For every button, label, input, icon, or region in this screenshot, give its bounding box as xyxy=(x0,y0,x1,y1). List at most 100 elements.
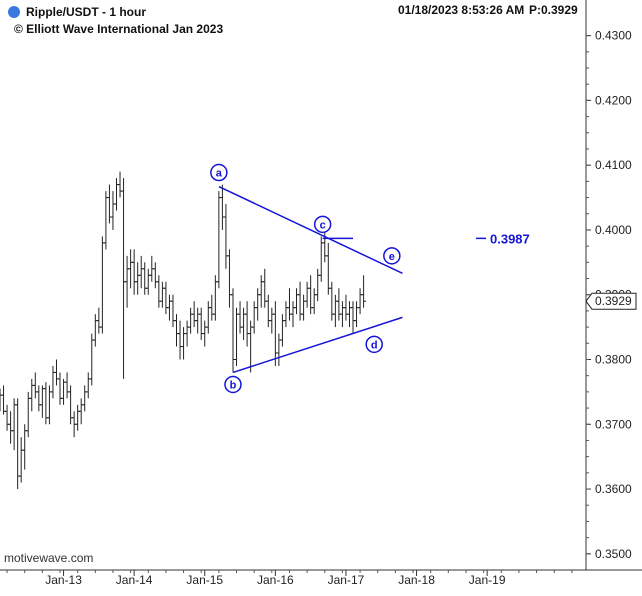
ohlc-bar xyxy=(4,404,10,431)
ohlc-bar xyxy=(339,301,345,328)
ohlc-bar xyxy=(177,320,183,360)
ohlc-bar xyxy=(315,268,321,302)
ohlc-bar xyxy=(145,268,151,295)
y-tick-label: 0.3700 xyxy=(595,417,632,431)
chart-title[interactable]: Ripple/USDT - 1 hour xyxy=(26,5,146,19)
ohlc-bar xyxy=(57,372,63,405)
price-bars xyxy=(0,171,367,490)
ohlc-bar xyxy=(138,255,144,289)
trendline-upper xyxy=(218,185,403,275)
ohlc-bar xyxy=(128,249,134,289)
chart-frame xyxy=(0,0,642,571)
ohlc-bar xyxy=(166,294,172,321)
wave-label-text: e xyxy=(389,251,395,263)
wave-label-circle xyxy=(383,247,401,265)
ohlc-bar xyxy=(241,307,247,341)
ohlc-bar xyxy=(361,275,367,308)
ohlc-bar xyxy=(248,320,254,373)
ohlc-bar xyxy=(181,327,187,360)
ohlc-bar xyxy=(258,275,264,308)
ohlc-bar xyxy=(234,307,240,366)
ohlc-bar xyxy=(350,301,356,334)
ohlc-bar xyxy=(0,388,3,412)
ohlc-bar xyxy=(64,372,70,399)
ohlc-bar xyxy=(135,262,141,295)
wave-label-text: b xyxy=(230,379,237,391)
ohlc-bar xyxy=(106,184,112,224)
ohlc-bar xyxy=(336,288,342,321)
ohlc-bar xyxy=(170,294,176,328)
ohlc-bar xyxy=(255,288,261,321)
ohlc-bar xyxy=(92,314,98,347)
wave-annotations: a b c d e 0.3987 xyxy=(210,163,530,394)
symbol-indicator-dot[interactable] xyxy=(8,6,20,18)
ohlc-bar xyxy=(332,294,338,328)
x-tick-label: Jan-17 xyxy=(328,573,365,587)
ohlc-bar xyxy=(15,398,21,490)
y-tick-label: 0.3800 xyxy=(595,352,632,366)
y-tick-label: 0.4000 xyxy=(595,223,632,237)
wave-label-b: b xyxy=(224,375,242,394)
price-readout: P:0.3929 xyxy=(529,3,578,17)
y-tick-label: 0.4100 xyxy=(595,158,632,172)
ohlc-bar xyxy=(103,191,109,250)
wave-label-text: a xyxy=(216,168,223,180)
ohlc-bar xyxy=(262,268,268,308)
ohlc-bar xyxy=(36,385,42,412)
ohlc-bar xyxy=(61,378,67,405)
wave-label-d: d xyxy=(365,335,383,354)
price-axis[interactable]: 0.35000.36000.37000.38000.39000.40000.41… xyxy=(585,29,637,561)
ohlc-bar xyxy=(156,275,162,308)
level-label: 0.3987 xyxy=(490,231,530,246)
y-tick-label: 0.4200 xyxy=(595,93,632,107)
last-price-tag: 0.3929 xyxy=(585,292,637,310)
ohlc-bar xyxy=(290,301,296,328)
ohlc-bar xyxy=(117,171,123,198)
ohlc-bar xyxy=(50,365,56,399)
ohlc-bar xyxy=(279,314,285,347)
x-tick-label: Jan-16 xyxy=(257,573,294,587)
ohlc-bar xyxy=(75,404,81,431)
wave-label-text: d xyxy=(371,339,378,351)
ohlc-bar xyxy=(308,275,314,315)
last-price-box xyxy=(585,292,637,310)
ohlc-bar xyxy=(8,411,14,444)
ohlc-bar xyxy=(269,307,275,334)
ohlc-bar xyxy=(198,307,204,341)
time-axis[interactable]: Jan-13 Jan-14 Jan-15 Jan-16 Jan-17 Jan-18 Jan-… xyxy=(6,570,573,587)
ohlc-bar xyxy=(216,191,222,289)
wave-label-circle xyxy=(313,215,332,234)
ohlc-bar xyxy=(202,320,208,347)
wave-label-circle xyxy=(224,375,242,394)
ohlc-bar xyxy=(89,333,95,386)
ohlc-bar xyxy=(297,281,303,321)
copyright-notice: © Elliott Wave International Jan 2023 xyxy=(14,22,224,36)
ohlc-bar xyxy=(251,301,257,334)
ohlc-bar xyxy=(294,288,300,315)
ohlc-bar xyxy=(188,307,194,334)
y-tick-label: 0.3500 xyxy=(595,547,632,561)
ohlc-bar xyxy=(283,301,289,328)
x-tick-label: Jan-13 xyxy=(45,573,82,587)
ohlc-bar xyxy=(99,236,105,334)
ohlc-bar xyxy=(244,301,250,347)
ohlc-bar xyxy=(96,307,102,334)
ohlc-bar xyxy=(276,333,282,366)
ohlc-bar xyxy=(163,281,169,315)
ohlc-bar xyxy=(265,294,271,328)
ohlc-bar xyxy=(237,301,243,334)
x-tick-label: Jan-18 xyxy=(398,573,435,587)
wave-label-circle xyxy=(365,335,383,354)
trendline-lower xyxy=(232,316,403,374)
ohlc-bar xyxy=(354,301,360,328)
watermark: motivewave.com xyxy=(4,551,94,565)
ohlc-bar xyxy=(357,288,363,315)
ohlc-bar xyxy=(121,178,127,379)
ohlc-bar xyxy=(82,385,88,412)
ohlc-bar xyxy=(174,314,180,347)
wave-label-e: e xyxy=(383,247,401,265)
wave-label-text: c xyxy=(320,219,326,231)
ohlc-bar xyxy=(226,249,232,308)
x-tick-label: Jan-14 xyxy=(116,573,153,587)
